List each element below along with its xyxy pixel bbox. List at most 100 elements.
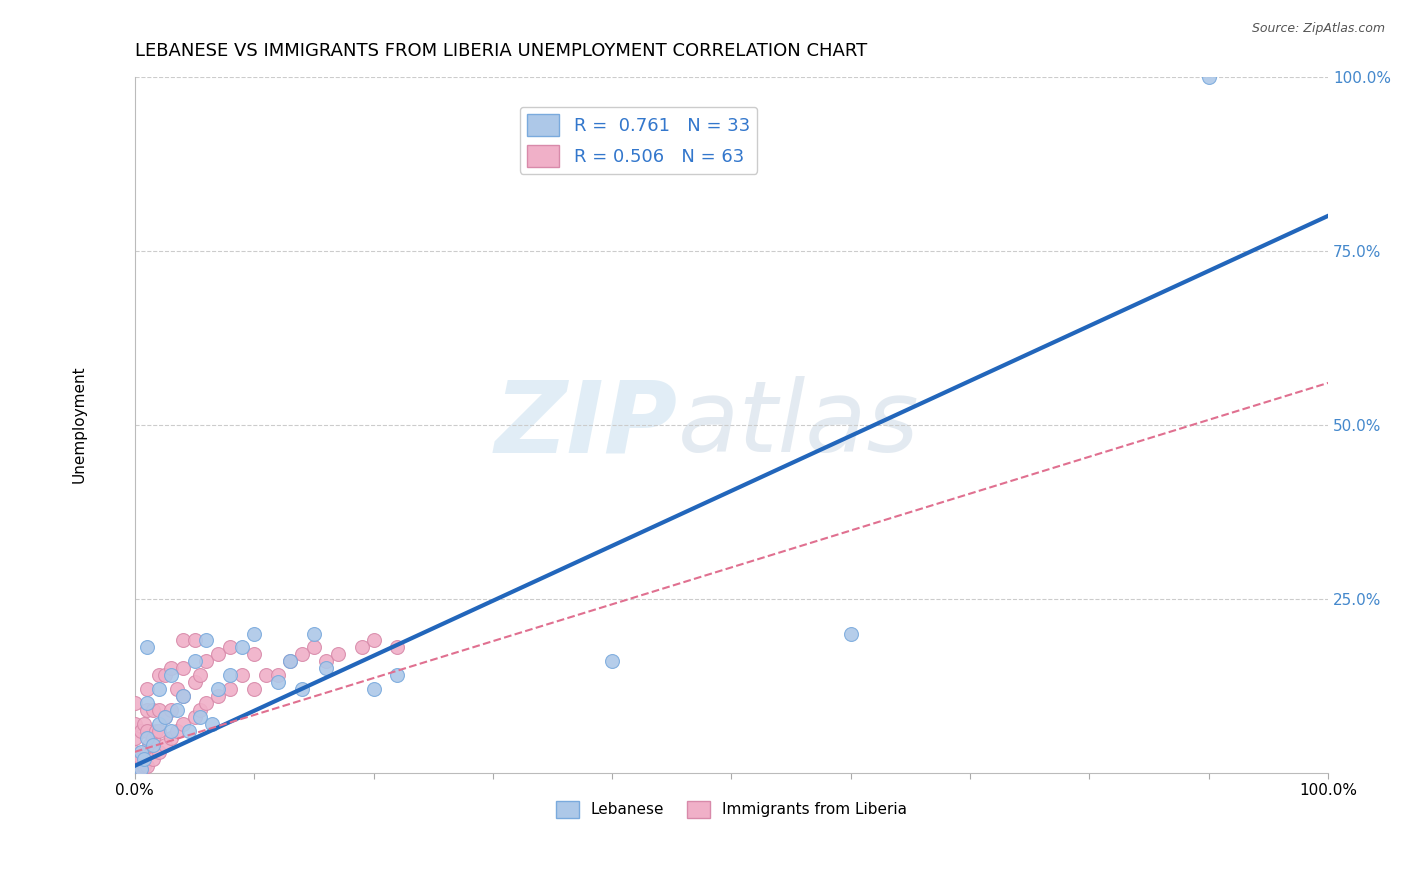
Point <box>129 745 152 759</box>
Point <box>124 762 146 776</box>
Point <box>363 682 385 697</box>
Point <box>243 648 266 662</box>
Point <box>148 717 170 731</box>
Point <box>387 668 409 682</box>
Point <box>124 731 146 745</box>
Point <box>124 758 146 772</box>
Point <box>231 640 253 655</box>
Point <box>135 696 157 710</box>
Point <box>278 654 301 668</box>
Point <box>195 654 218 668</box>
Point <box>315 654 337 668</box>
Point <box>207 648 229 662</box>
Point <box>148 723 170 738</box>
Point <box>183 710 205 724</box>
Point <box>302 640 325 655</box>
Point <box>135 640 157 655</box>
Point <box>219 640 242 655</box>
Point <box>135 703 157 717</box>
Point <box>219 668 242 682</box>
Point <box>166 723 188 738</box>
Point <box>142 731 165 745</box>
Point <box>231 668 253 682</box>
Point <box>134 752 156 766</box>
Point <box>129 762 152 776</box>
Point <box>134 717 156 731</box>
Point <box>135 682 157 697</box>
Point <box>159 703 181 717</box>
Point <box>207 689 229 703</box>
Point <box>243 682 266 697</box>
Text: atlas: atlas <box>678 376 920 473</box>
Point <box>142 752 165 766</box>
Point <box>153 738 176 752</box>
Point <box>148 745 170 759</box>
Point <box>201 717 224 731</box>
Point <box>172 633 194 648</box>
Point <box>124 765 146 780</box>
Point <box>387 640 409 655</box>
Point <box>363 633 385 648</box>
Point <box>207 682 229 697</box>
Point <box>135 745 157 759</box>
Point <box>148 682 170 697</box>
Point <box>129 762 152 776</box>
Point <box>159 731 181 745</box>
Point <box>129 723 152 738</box>
Point <box>129 752 152 766</box>
Point <box>153 668 176 682</box>
Y-axis label: Unemployment: Unemployment <box>72 366 86 483</box>
Point <box>278 654 301 668</box>
Point <box>219 682 242 697</box>
Point <box>177 723 200 738</box>
Point <box>195 696 218 710</box>
Point <box>142 738 165 752</box>
Point <box>134 758 156 772</box>
Point <box>291 682 314 697</box>
Point <box>124 745 146 759</box>
Point <box>267 675 290 690</box>
Point <box>839 626 862 640</box>
Point <box>172 717 194 731</box>
Point <box>190 710 212 724</box>
Point <box>124 696 146 710</box>
Point <box>153 710 176 724</box>
Point <box>302 626 325 640</box>
Point <box>159 661 181 675</box>
Point <box>145 723 167 738</box>
Point <box>183 675 205 690</box>
Point <box>243 626 266 640</box>
Text: Source: ZipAtlas.com: Source: ZipAtlas.com <box>1251 22 1385 36</box>
Point <box>135 731 157 745</box>
Point <box>153 710 176 724</box>
Point <box>172 661 194 675</box>
Point <box>166 682 188 697</box>
Text: LEBANESE VS IMMIGRANTS FROM LIBERIA UNEMPLOYMENT CORRELATION CHART: LEBANESE VS IMMIGRANTS FROM LIBERIA UNEM… <box>135 42 868 60</box>
Point <box>172 689 194 703</box>
Point <box>1198 70 1220 84</box>
Point <box>350 640 373 655</box>
Point <box>183 633 205 648</box>
Point <box>291 648 314 662</box>
Point <box>267 668 290 682</box>
Point <box>124 717 146 731</box>
Point <box>190 703 212 717</box>
Point <box>159 723 181 738</box>
Point <box>135 723 157 738</box>
Point <box>138 738 160 752</box>
Point <box>124 752 146 766</box>
Point <box>254 668 277 682</box>
Text: ZIP: ZIP <box>495 376 678 473</box>
Point <box>600 654 623 668</box>
Point <box>166 703 188 717</box>
Point <box>142 703 165 717</box>
Legend: Lebanese, Immigrants from Liberia: Lebanese, Immigrants from Liberia <box>550 795 914 824</box>
Point <box>190 668 212 682</box>
Point <box>148 703 170 717</box>
Point <box>159 668 181 682</box>
Point <box>195 633 218 648</box>
Point <box>148 668 170 682</box>
Point <box>315 661 337 675</box>
Point <box>172 689 194 703</box>
Point <box>135 758 157 772</box>
